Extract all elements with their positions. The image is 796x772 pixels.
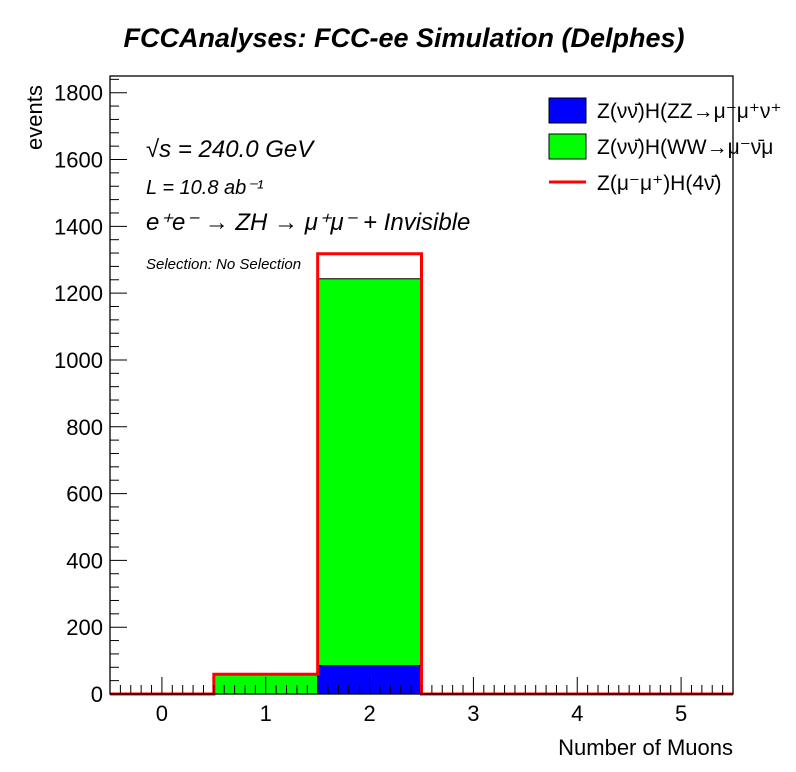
- legend-swatch-ww: [548, 133, 587, 160]
- bars-layer: [213, 278, 422, 695]
- line-mumu-hist: [110, 252, 733, 696]
- overlay-line-layer: [110, 252, 733, 696]
- x-tick-label: 1: [260, 701, 272, 726]
- bar-ww-2: [317, 278, 422, 667]
- x-tick-label: 5: [675, 701, 687, 726]
- x-ticks: 0 1 2 3 4 5: [119, 677, 734, 726]
- legend-swatch-zz: [548, 97, 587, 124]
- legend-label-ww: Z(νν̄)H(WW→μ⁻ν̄μ: [597, 136, 773, 159]
- y-tick-label: 1800: [54, 81, 103, 106]
- x-tick-label: 0: [156, 701, 168, 726]
- luminosity-annotation: L = 10.8 ab⁻¹: [146, 177, 264, 199]
- y-ticks: 0 200 400 600 800 1000 1200 1400 1600 1800: [54, 78, 127, 707]
- y-tick-label: 800: [66, 415, 103, 440]
- sqrt-s-annotation: √s = 240.0 GeV: [146, 136, 315, 163]
- x-tick-label: 2: [363, 701, 375, 726]
- y-tick-label: 0: [91, 682, 103, 707]
- process-annotation: e⁺e⁻ → ZH → μ⁺μ⁻ + Invisible: [146, 209, 470, 236]
- y-tick-label: 1000: [54, 348, 103, 373]
- x-tick-label: 4: [571, 701, 583, 726]
- y-tick-label: 400: [66, 548, 103, 573]
- legend-label-zz: Z(νν̄)H(ZZ→μ⁻μ⁺ν⁺: [597, 100, 782, 123]
- y-axis-label: events: [22, 85, 47, 150]
- y-tick-label: 200: [66, 615, 103, 640]
- y-tick-label: 1200: [54, 281, 103, 306]
- selection-annotation: Selection: No Selection: [146, 256, 301, 273]
- y-tick-label: 600: [66, 482, 103, 507]
- y-tick-label: 1600: [54, 148, 103, 173]
- y-tick-label: 1400: [54, 214, 103, 239]
- annotations: √s = 240.0 GeV L = 10.8 ab⁻¹ e⁺e⁻ → ZH →…: [146, 136, 470, 273]
- chart-title: FCCAnalyses: FCC-ee Simulation (Delphes): [123, 23, 684, 53]
- legend-label-mumu: Z(μ⁻μ⁺)H(4ν̄): [597, 172, 722, 195]
- legend: Z(νν̄)H(ZZ→μ⁻μ⁺ν⁺ Z(νν̄)H(WW→μ⁻ν̄μ Z(μ⁻μ…: [548, 97, 782, 195]
- x-tick-label: 3: [467, 701, 479, 726]
- x-axis-label: Number of Muons: [558, 735, 733, 760]
